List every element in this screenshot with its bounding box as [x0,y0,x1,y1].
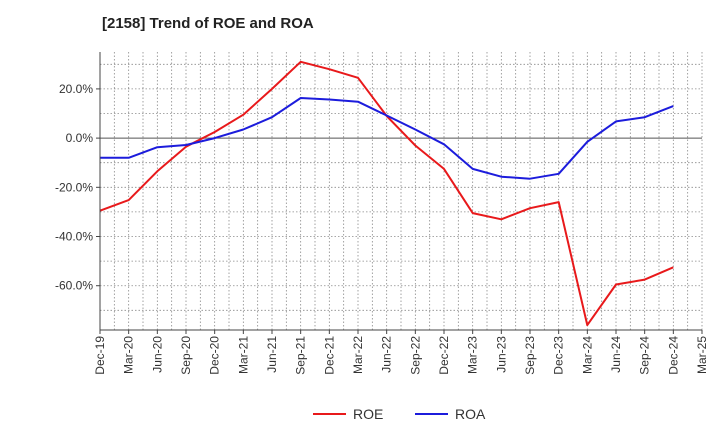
axes [99,52,702,331]
y-tick-label: -40.0% [55,230,93,244]
x-tick-label: Jun-21 [265,336,279,373]
x-tick-labels: Dec-19 Mar-20 Jun-20 Sep-20 Dec-20 Mar-21 Jun-… [93,330,709,375]
x-tick-label: Mar-20 [122,336,136,374]
y-tick-label: -60.0% [55,279,93,293]
gridlines [99,52,703,330]
x-tick-label: Jun-20 [150,336,164,373]
x-tick-label: Sep-22 [408,336,422,375]
x-tick-label: Sep-23 [523,336,537,375]
x-tick-label: Sep-20 [179,336,193,375]
y-tick-labels: 20.0% 0.0% -20.0% -40.0% -60.0% [55,82,100,293]
x-tick-label: Dec-20 [208,336,222,375]
x-tick-label: Dec-24 [666,336,680,375]
y-tick-label: 20.0% [59,82,93,96]
x-tick-label: Dec-23 [552,336,566,375]
x-tick-label: Jun-23 [494,336,508,373]
y-tick-label: -20.0% [55,180,93,194]
x-tick-label: Jun-24 [609,336,623,373]
series-line-roa [100,97,674,180]
chart-title: [2158] Trend of ROE and ROA [102,15,314,32]
x-tick-label: Dec-22 [437,336,451,375]
x-tick-label: Sep-21 [294,336,308,375]
x-tick-label: Sep-24 [638,336,652,375]
legend-label-roe: ROE [353,406,383,422]
x-tick-label: Dec-21 [322,336,336,375]
series-lines [99,60,674,327]
y-tick-label: 0.0% [66,131,94,145]
x-tick-label: Mar-24 [580,336,594,374]
legend: ROE ROA [313,406,486,422]
x-tick-label: Mar-21 [236,336,250,374]
x-tick-label: Dec-19 [93,336,107,375]
legend-label-roa: ROA [455,406,486,422]
x-tick-label: Mar-25 [695,336,709,374]
x-tick-label: Mar-23 [466,336,480,374]
x-tick-label: Jun-22 [380,336,394,373]
x-tick-label: Mar-22 [351,336,365,374]
